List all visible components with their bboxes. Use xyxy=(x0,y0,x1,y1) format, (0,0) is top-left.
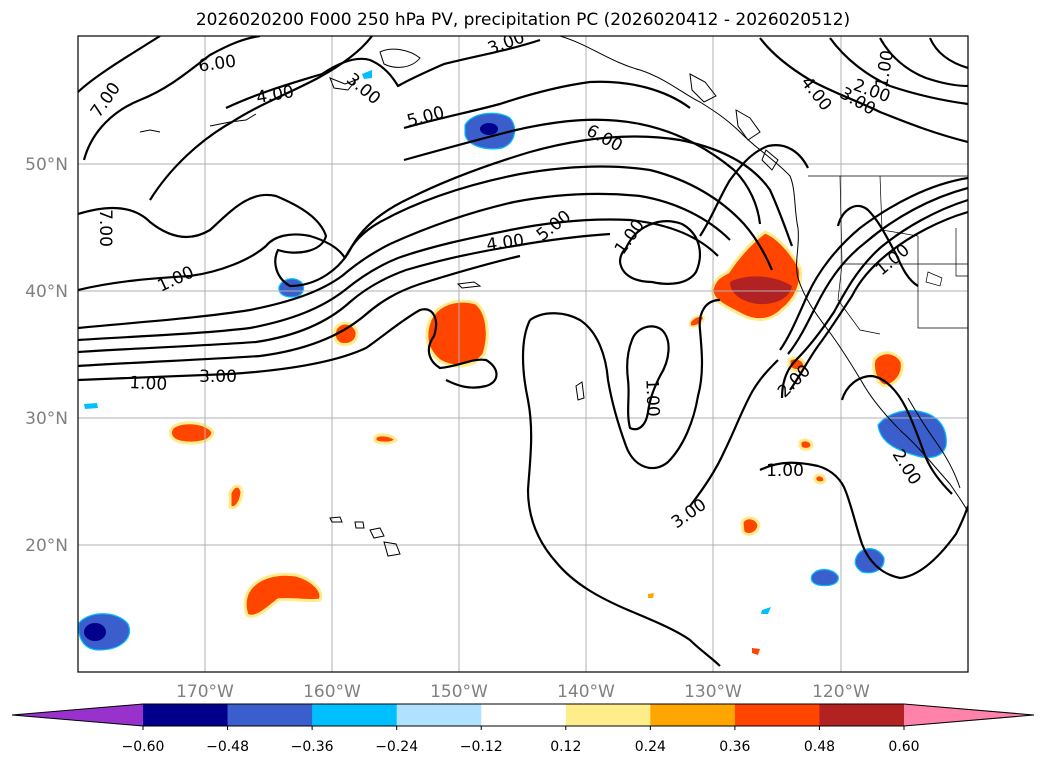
colorbar-tick-label: −0.60 xyxy=(122,739,165,755)
colorbar-tick-label: 0.60 xyxy=(888,739,919,755)
figure-title: 2026020200 F000 250 hPa PV, precipitatio… xyxy=(196,10,850,30)
map-gridlines xyxy=(78,36,968,672)
contour-label: 7.00 xyxy=(95,209,115,247)
positive-anomaly xyxy=(373,433,399,445)
map-panel: 7.00 6.00 4.00 3.00 5.00 3.00 6.00 4.00 … xyxy=(77,35,969,673)
positive-anomaly xyxy=(228,484,244,510)
negative-anomaly xyxy=(362,70,372,79)
colorbar-bin xyxy=(650,704,736,726)
coastlines xyxy=(139,36,968,557)
colorbar-bin xyxy=(143,704,229,726)
map-frame xyxy=(77,35,969,673)
lon-label-150w: 150°W xyxy=(430,682,488,702)
negative-anomaly xyxy=(761,607,771,614)
contour-label: 1.00 xyxy=(766,461,804,481)
negative-anomaly-core xyxy=(480,123,498,135)
lon-label-130w: 130°W xyxy=(684,682,742,702)
negative-anomaly xyxy=(877,409,947,459)
colorbar: −0.60 −0.48 −0.36 −0.24 −0.12 0.12 0.24 0.36 0.4… xyxy=(11,703,1035,755)
colorbar-bin xyxy=(481,704,567,726)
contour-label: 1.00 xyxy=(129,373,168,395)
colorbar-tick-label: 0.12 xyxy=(550,739,581,755)
lon-label-140w: 140°W xyxy=(557,682,615,702)
latitude-labels: 50°N 40°N 30°N 20°N xyxy=(25,155,68,556)
colorbar-extend-low xyxy=(12,704,143,726)
lon-label-170w: 170°W xyxy=(176,682,234,702)
lat-label-50n: 50°N xyxy=(25,155,68,175)
colorbar-bin xyxy=(734,704,820,726)
lat-label-30n: 30°N xyxy=(25,409,68,429)
colorbar-bin xyxy=(565,704,651,726)
positive-anomaly xyxy=(798,438,814,451)
positive-anomaly xyxy=(740,516,761,536)
positive-anomaly xyxy=(168,421,215,445)
colorbar-tick-label: −0.12 xyxy=(460,739,503,755)
positive-anomaly xyxy=(425,299,489,368)
negative-anomaly-core xyxy=(84,623,106,641)
positive-anomaly xyxy=(243,572,323,618)
colorbar-tick-label: −0.48 xyxy=(206,739,249,755)
lat-label-40n: 40°N xyxy=(25,282,68,302)
contour-label: 3.00 xyxy=(199,367,237,387)
contour-label: 1.00 xyxy=(641,379,662,418)
precip-anomaly-layer xyxy=(78,70,947,655)
colorbar-tick-label: −0.36 xyxy=(291,739,334,755)
negative-anomaly xyxy=(84,403,98,409)
lon-label-120w: 120°W xyxy=(812,682,870,702)
positive-anomaly xyxy=(813,473,827,485)
colorbar-tick-label: −0.24 xyxy=(375,739,418,755)
lon-label-160w: 160°W xyxy=(303,682,361,702)
positive-anomaly xyxy=(752,648,760,655)
colorbar-tick-label: 0.36 xyxy=(719,739,750,755)
colorbar-bin xyxy=(227,704,313,726)
positive-anomaly xyxy=(648,593,654,598)
colorbar-bin xyxy=(396,704,482,726)
lat-label-20n: 20°N xyxy=(25,536,68,556)
colorbar-tick-label: 0.48 xyxy=(804,739,835,755)
positive-anomaly xyxy=(332,321,359,346)
longitude-labels: 170°W 160°W 150°W 140°W 130°W 120°W xyxy=(176,682,870,702)
colorbar-bin xyxy=(312,704,398,726)
colorbar-extend-high xyxy=(904,704,1034,726)
pv-contours xyxy=(78,36,968,667)
colorbar-tick-label: 0.24 xyxy=(635,739,666,755)
positive-anomaly-core xyxy=(730,276,792,305)
colorbar-bin xyxy=(819,704,905,726)
negative-anomaly xyxy=(810,568,839,587)
